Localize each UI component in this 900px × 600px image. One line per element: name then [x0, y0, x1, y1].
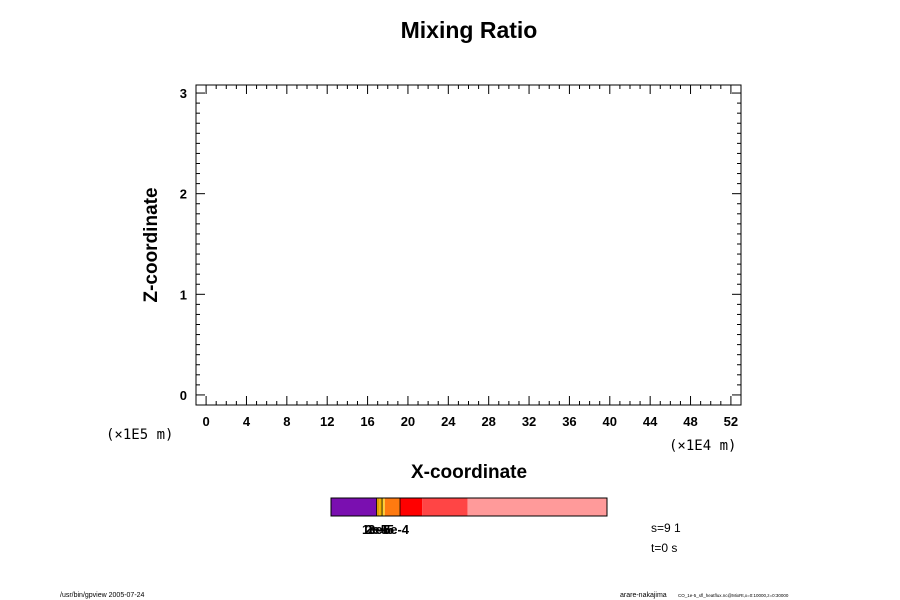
colorbar-segment	[400, 498, 423, 516]
footer-left: /usr/bin/gpview 2005-07-24	[60, 592, 145, 599]
x-tick-label: 4	[243, 414, 251, 429]
y-tick-label: 3	[180, 86, 187, 101]
x-tick-label: 48	[683, 414, 697, 429]
x-tick-label: 52	[724, 414, 738, 429]
colorbar-ticks	[376, 498, 401, 516]
colorbar-segment	[384, 498, 400, 516]
slice-info: s=9 1	[651, 521, 681, 535]
x-scale-label: (×1E4 m)	[669, 438, 736, 454]
y-tick-label: 1	[180, 287, 187, 302]
colorbar-segment	[376, 498, 380, 516]
x-tick-label: 36	[562, 414, 576, 429]
colorbar-segment	[382, 498, 385, 516]
chart-title: Mixing Ratio	[401, 17, 538, 43]
footer-right-small: CO_1e-5_sfl_heatflux.nc@MixRt,x=0:10000,…	[678, 593, 789, 598]
x-axis-label: X-coordinate	[411, 462, 527, 483]
x-tick-label: 28	[481, 414, 495, 429]
y-tick-labels: 0 1 2 3	[180, 86, 187, 403]
colorbar-label: 5e-4	[383, 522, 410, 537]
colorbar-label: 2e-5	[365, 522, 391, 537]
y-tick-label: 0	[180, 388, 187, 403]
colorbar-segment	[422, 498, 468, 516]
colorbar-segment	[331, 498, 377, 516]
time-info: t=0 s	[651, 541, 677, 555]
x-tick-labels: 0 4 8 12 16 20 24 28 32 36 40 44 48 52	[202, 414, 738, 429]
x-minor-ticks	[215, 85, 722, 405]
colorbar-segment	[379, 498, 383, 516]
colorbar-labels: 1e-52e-53e-55e-4	[362, 522, 410, 537]
x-tick-label: 0	[202, 414, 209, 429]
x-tick-label: 16	[360, 414, 374, 429]
x-tick-label: 40	[603, 414, 617, 429]
colorbar-label: 1e-5	[362, 522, 388, 537]
y-axis-label: Z-coordinate	[141, 187, 162, 302]
x-tick-label: 32	[522, 414, 536, 429]
colorbar	[331, 498, 607, 516]
plot-area	[195, 84, 742, 406]
footer-right-main: arare-nakajima	[620, 592, 667, 599]
y-tick-label: 2	[180, 187, 187, 202]
x-tick-label: 8	[283, 414, 290, 429]
x-tick-label: 44	[643, 414, 658, 429]
colorbar-label: 3e-5	[368, 522, 394, 537]
x-major-ticks	[205, 85, 732, 405]
y-major-ticks	[196, 92, 741, 396]
colorbar-segment	[467, 498, 607, 516]
x-tick-label: 24	[441, 414, 456, 429]
x-tick-label: 12	[320, 414, 334, 429]
colorbar-frame	[330, 497, 608, 517]
x-tick-label: 20	[401, 414, 415, 429]
y-scale-label: (×1E5 m)	[106, 427, 173, 443]
y-minor-ticks	[196, 102, 741, 386]
